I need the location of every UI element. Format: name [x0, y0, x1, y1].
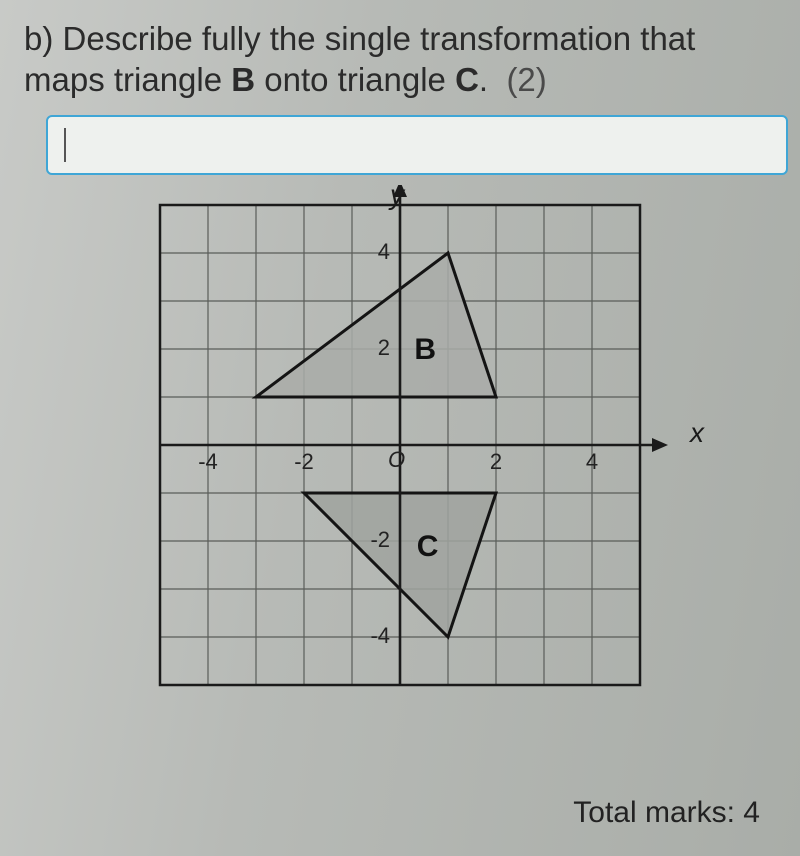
coordinate-graph: y x -4-22442-2-4OBC [120, 185, 680, 685]
answer-input[interactable] [46, 115, 788, 175]
svg-text:-2: -2 [294, 449, 314, 474]
question-body-3: . [479, 61, 497, 98]
svg-text:4: 4 [378, 239, 390, 264]
part-label: b) [24, 20, 53, 57]
svg-text:B: B [414, 333, 436, 366]
svg-text:-4: -4 [370, 623, 390, 648]
graph-container: y x -4-22442-2-4OBC [24, 185, 776, 705]
svg-text:4: 4 [586, 449, 598, 474]
y-axis-label: y [390, 179, 404, 211]
question-body-2: onto triangle [255, 61, 455, 98]
grid-svg: -4 -2 2 4 4 2 -2 -4 O B C [120, 185, 680, 705]
marks-label: (2) [506, 61, 546, 98]
x-axis-label: x [690, 417, 704, 449]
triangle-B-ref: B [231, 61, 255, 98]
total-marks: Total marks: 4 [573, 796, 760, 830]
svg-text:2: 2 [378, 335, 390, 360]
svg-text:C: C [417, 529, 439, 562]
svg-text:-4: -4 [198, 449, 218, 474]
triangle-C-ref: C [455, 61, 479, 98]
svg-text:O: O [388, 447, 405, 472]
text-cursor [64, 128, 66, 162]
worksheet-page: b) Describe fully the single transformat… [0, 0, 800, 856]
question-text: b) Describe fully the single transformat… [24, 18, 776, 101]
svg-text:-2: -2 [370, 527, 390, 552]
svg-text:2: 2 [490, 449, 502, 474]
